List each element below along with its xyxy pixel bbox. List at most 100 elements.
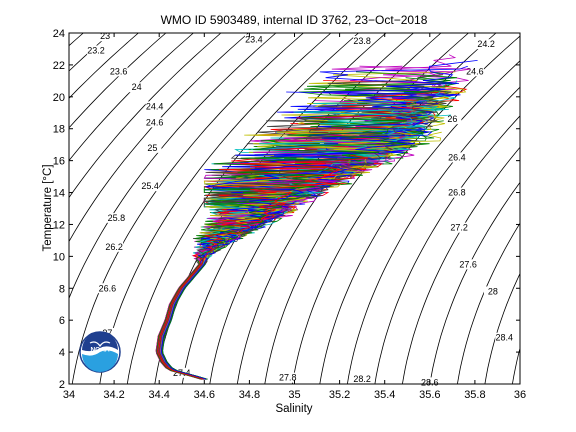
y-tick-label: 22 [53,60,65,72]
density-label-bg [447,187,466,198]
y-tick-label: 8 [59,283,65,295]
x-tick-label: 34.2 [103,389,124,401]
density-label-bg [98,283,117,294]
x-tick-label: 35.8 [464,389,485,401]
density-contour [69,33,250,243]
density-label-bg [244,34,263,45]
density-contour [69,33,140,99]
density-label: 23.2 [87,46,105,56]
density-label-bg [483,286,502,297]
density-label: 23 [100,31,110,41]
profile-line [156,160,367,380]
density-label: 26.8 [448,188,466,198]
noaa-logo-gull [89,341,111,348]
density-contour [564,17,576,416]
density-label: 27.6 [459,259,477,269]
density-label: 26.4 [448,152,466,162]
density-label-bg [495,332,514,343]
density-label-bg [141,181,160,192]
density-contour [126,33,360,384]
y-tick-label: 2 [59,379,65,391]
profile-line [159,140,389,380]
y-tick-label: 20 [53,92,65,104]
density-label: 27.8 [279,373,297,383]
density-label: 24.2 [477,39,495,49]
density-label: 28.4 [495,333,513,343]
density-label-bg [278,372,297,383]
density-label: 28.2 [353,374,371,384]
density-label: 23.6 [110,66,128,76]
density-label-bg [107,213,126,224]
density-contour [319,60,520,384]
profile-line [158,154,368,380]
x-axis-label: Salinity [275,403,312,415]
density-contour [536,17,576,416]
density-contour [69,33,222,199]
density-label-bg [127,82,146,93]
y-tick-label: 10 [53,251,65,263]
density-label: 24 [132,82,142,92]
x-tick-label: 35.2 [329,389,350,401]
density-label-bg [353,35,372,46]
density-label: 25.4 [141,181,159,191]
x-tick-label: 35.4 [374,389,395,401]
density-contour [429,181,520,384]
x-tick-label: 34.4 [148,389,169,401]
y-tick-label: 16 [53,156,65,168]
noaa-logo: NOAA [79,331,121,373]
profile-line [160,123,433,380]
x-tick-label: 36 [514,389,526,401]
density-contour-labels: 23 23.2 23.4 23.6 23.8 24 24.2 24.4 24.6 24.6 25 25… [87,31,514,388]
density-label: 23.4 [245,34,263,44]
density-contour [374,115,520,384]
density-label-bg [109,66,128,77]
density-label-bg [477,39,496,50]
density-label: 24.4 [146,101,164,111]
profile-line [159,100,447,380]
density-contour [401,146,520,384]
noaa-logo-text: NOAA [90,347,109,354]
density-label: 25 [147,143,157,153]
density-label-bg [96,31,115,42]
density-contour [291,35,520,384]
density-contour [69,33,167,129]
y-tick-label: 6 [59,315,65,327]
density-label-bg [450,222,469,233]
y-tick-label: 14 [53,188,65,200]
density-label: 23.8 [353,36,371,46]
density-label-bg [105,241,124,252]
density-label-bg [443,114,462,125]
density-contour [484,272,520,384]
density-label: 26.2 [105,242,123,252]
profile-line [156,114,407,380]
x-tick-label: 34.8 [239,389,260,401]
y-tick-label: 18 [53,124,65,136]
density-label-bg [145,117,164,128]
profile-lines [155,54,478,380]
x-tick-label: 35.6 [419,389,440,401]
y-tick-label: 4 [59,347,65,359]
x-tick-label: 34 [63,389,75,401]
density-label: 24.6 [466,66,484,76]
density-contour [456,222,520,384]
noaa-logo-wave [82,350,118,372]
density-label: 24.6 [146,117,164,127]
density-label: 27.2 [450,223,468,233]
density-label: 26 [447,114,457,124]
x-axis-ticks: 34 34.2 34.4 34.6 34.8 35 35.2 35.4 35.6 35.8 36 [63,33,526,401]
density-label-bg [87,45,106,56]
density-label-bg [353,374,372,385]
x-tick-label: 35 [288,389,300,401]
density-label-bg [459,259,478,270]
density-contour [346,86,520,384]
density-label: 26.6 [99,283,117,293]
y-tick-label: 24 [53,28,65,40]
profile-line [161,149,374,380]
density-label: 25.8 [108,213,126,223]
density-label-bg [143,142,162,153]
density-label: 28 [488,286,498,296]
chart-title: WMO ID 5903489, internal ID 3762, 23−Oct… [161,13,428,27]
y-axis-label: Temperature [°C] [42,164,54,251]
